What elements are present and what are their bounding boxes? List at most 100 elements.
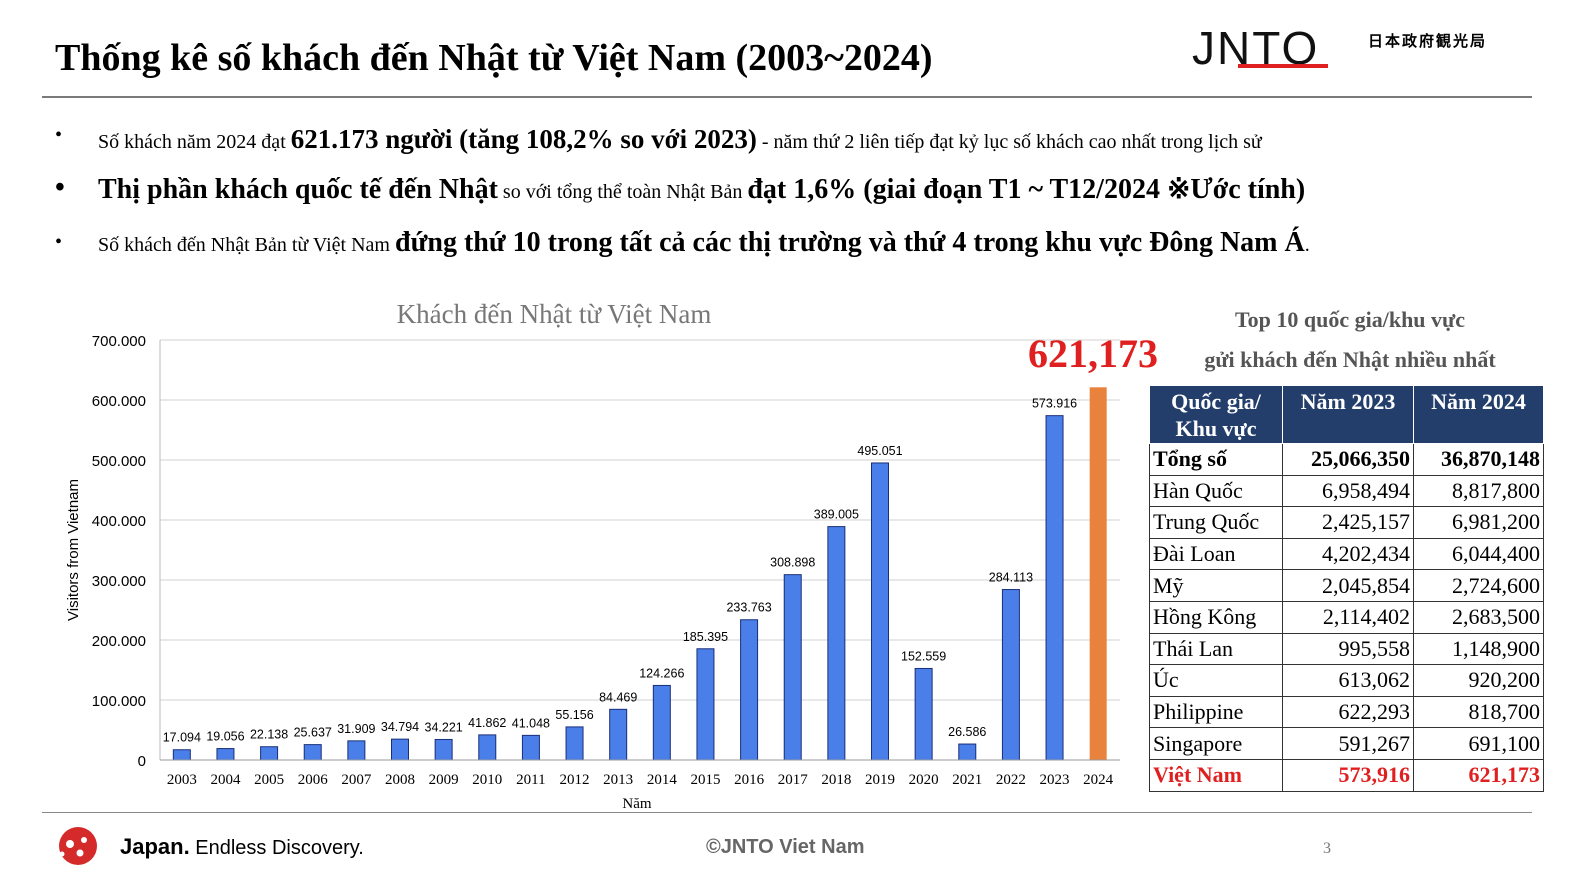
x-tick-label: 2016 [734, 772, 765, 788]
data-label-2017: 308.898 [770, 556, 815, 570]
bar-2020 [914, 667, 933, 761]
y-tick-label: 400.000 [92, 513, 146, 530]
bar-2017 [783, 574, 802, 761]
bullet-2-bold: Thị phần khách quốc tế đến Nhật [98, 174, 498, 205]
table-header-row: Quốc gia/ Khu vực Năm 2023 Năm 2024 [1149, 385, 1544, 444]
cell-2023: 6,958,494 [1282, 474, 1414, 508]
table-row: Trung Quốc 2,425,157 6,981,200 [1149, 506, 1544, 539]
table-row: Úc 613,062 920,200 [1149, 664, 1544, 697]
table-row: Singapore 591,267 691,100 [1149, 727, 1544, 760]
data-label-2012: 55.156 [555, 708, 593, 722]
x-tick-label: 2024 [1083, 772, 1114, 788]
y-tick-label: 100.000 [92, 693, 146, 710]
bullet-1-bold: 621.173 người (tăng 108,2% so với 2023) [290, 124, 757, 154]
x-tick-label: 2004 [210, 772, 241, 788]
bar-2006 [303, 744, 322, 761]
cell-2024: 8,817,800 [1413, 474, 1544, 508]
cell-country: Singapore [1149, 727, 1283, 760]
x-tick-label: 2012 [560, 772, 590, 788]
cell-2023: 2,045,854 [1282, 569, 1414, 602]
data-label-2013: 84.469 [599, 690, 637, 704]
data-label-2015: 185.395 [683, 630, 728, 644]
table-row: Tổng số 25,066,350 36,870,148 [1149, 443, 1544, 476]
table-row: Hàn Quốc 6,958,494 8,817,800 [1149, 474, 1544, 508]
bar-2014 [652, 684, 671, 761]
x-tick-label: 2007 [341, 772, 372, 788]
cell-2024: 920,200 [1413, 664, 1544, 697]
x-tick-label: 2023 [1040, 772, 1070, 788]
col-header-2024: Năm 2024 [1413, 385, 1544, 444]
bullet-2-bold2: đạt 1,6% (giai đoạn T1 ~ T12/2024 ※Ước t… [747, 174, 1306, 205]
data-label-2003: 17.094 [163, 731, 201, 745]
cell-2024: 6,981,200 [1413, 506, 1544, 539]
bar-2012 [565, 726, 584, 761]
bar-2019 [871, 462, 889, 761]
data-label-2008: 34.794 [381, 720, 419, 734]
x-tick-label: 2011 [516, 772, 545, 788]
brand-bold: Japan. [120, 834, 190, 859]
table-title: Top 10 quốc gia/khu vực gửi khách đến Nh… [1180, 300, 1520, 380]
x-tick-label: 2019 [865, 772, 895, 788]
cell-country: Hồng Kông [1149, 600, 1283, 634]
x-tick-label: 2008 [385, 772, 415, 788]
y-tick-label: 300.000 [92, 573, 146, 590]
bar-2023 [1045, 415, 1064, 761]
x-tick-label: 2020 [909, 772, 939, 788]
bar-2004 [216, 748, 235, 761]
y-tick-label: 200.000 [92, 633, 146, 650]
data-label-2006: 25.637 [294, 726, 332, 740]
bar-2003 [172, 749, 191, 761]
bullet-3-pre: Số khách đến Nhật Bản từ Việt Nam [98, 234, 395, 256]
footer-brand: Japan. Endless Discovery. [120, 834, 364, 860]
page-number: 3 [1323, 840, 1331, 857]
table-row: Thái Lan 995,558 1,148,900 [1149, 632, 1544, 666]
data-label-2018: 389.005 [814, 508, 859, 522]
bar-2024 [1089, 387, 1107, 760]
bar-2018 [827, 526, 846, 761]
y-tick-label: 500.000 [92, 453, 146, 470]
bullet-3-post: . [1304, 234, 1310, 256]
x-tick-label: 2006 [298, 772, 329, 788]
cell-2023: 622,293 [1282, 695, 1414, 729]
bar-2009 [434, 738, 453, 761]
header-divider [42, 96, 1532, 98]
x-tick-label: 2003 [167, 772, 197, 788]
copyright: ©JNTO Viet Nam [706, 836, 865, 858]
x-tick-label: 2015 [690, 772, 720, 788]
bar-2011 [521, 734, 540, 761]
cell-2023: 995,558 [1282, 632, 1414, 666]
cell-country: Mỹ [1149, 569, 1283, 602]
cell-country: Việt Nam [1149, 758, 1283, 792]
bar-2010 [478, 734, 497, 761]
data-label-2020: 152.559 [901, 649, 946, 663]
bar-2022 [1001, 589, 1020, 761]
cell-2023: 613,062 [1282, 664, 1414, 697]
table-row: Mỹ 2,045,854 2,724,600 [1149, 569, 1544, 602]
bullet-dot: • [55, 172, 65, 203]
data-label-2009: 34.221 [425, 720, 463, 734]
table-title-line1: Top 10 quốc gia/khu vực [1234, 307, 1466, 332]
bar-2007 [347, 740, 366, 761]
cell-country: Philippine [1149, 695, 1283, 729]
cell-2024: 818,700 [1413, 695, 1544, 729]
cell-2024: 691,100 [1413, 727, 1544, 760]
data-label-2011: 41.048 [512, 716, 550, 730]
bullet-dot: • [55, 124, 63, 146]
cell-2023: 573,916 [1282, 758, 1414, 792]
visitors-bar-chart: Khách đến Nhật từ Việt Nam 0 100.000 200.00… [65, 299, 1120, 812]
bar-2013 [609, 708, 628, 761]
cell-2023: 4,202,434 [1282, 537, 1414, 571]
chart-title: Khách đến Nhật từ Việt Nam [397, 299, 712, 329]
x-tick-label: 2014 [647, 772, 678, 788]
cell-2024: 621,173 [1413, 758, 1544, 792]
col-header-2023: Năm 2023 [1282, 385, 1414, 444]
footer-divider [42, 812, 1532, 813]
cell-2023: 591,267 [1282, 727, 1414, 760]
cell-2023: 2,425,157 [1282, 506, 1414, 539]
bar-2008 [391, 738, 409, 761]
x-tick-label: 2009 [429, 772, 459, 788]
table-row: Philippine 622,293 818,700 [1149, 695, 1544, 729]
cell-2024: 2,683,500 [1413, 600, 1544, 634]
data-label-2010: 41.862 [468, 716, 506, 730]
table-title-line2: gửi khách đến Nhật nhiều nhất [1204, 347, 1496, 372]
